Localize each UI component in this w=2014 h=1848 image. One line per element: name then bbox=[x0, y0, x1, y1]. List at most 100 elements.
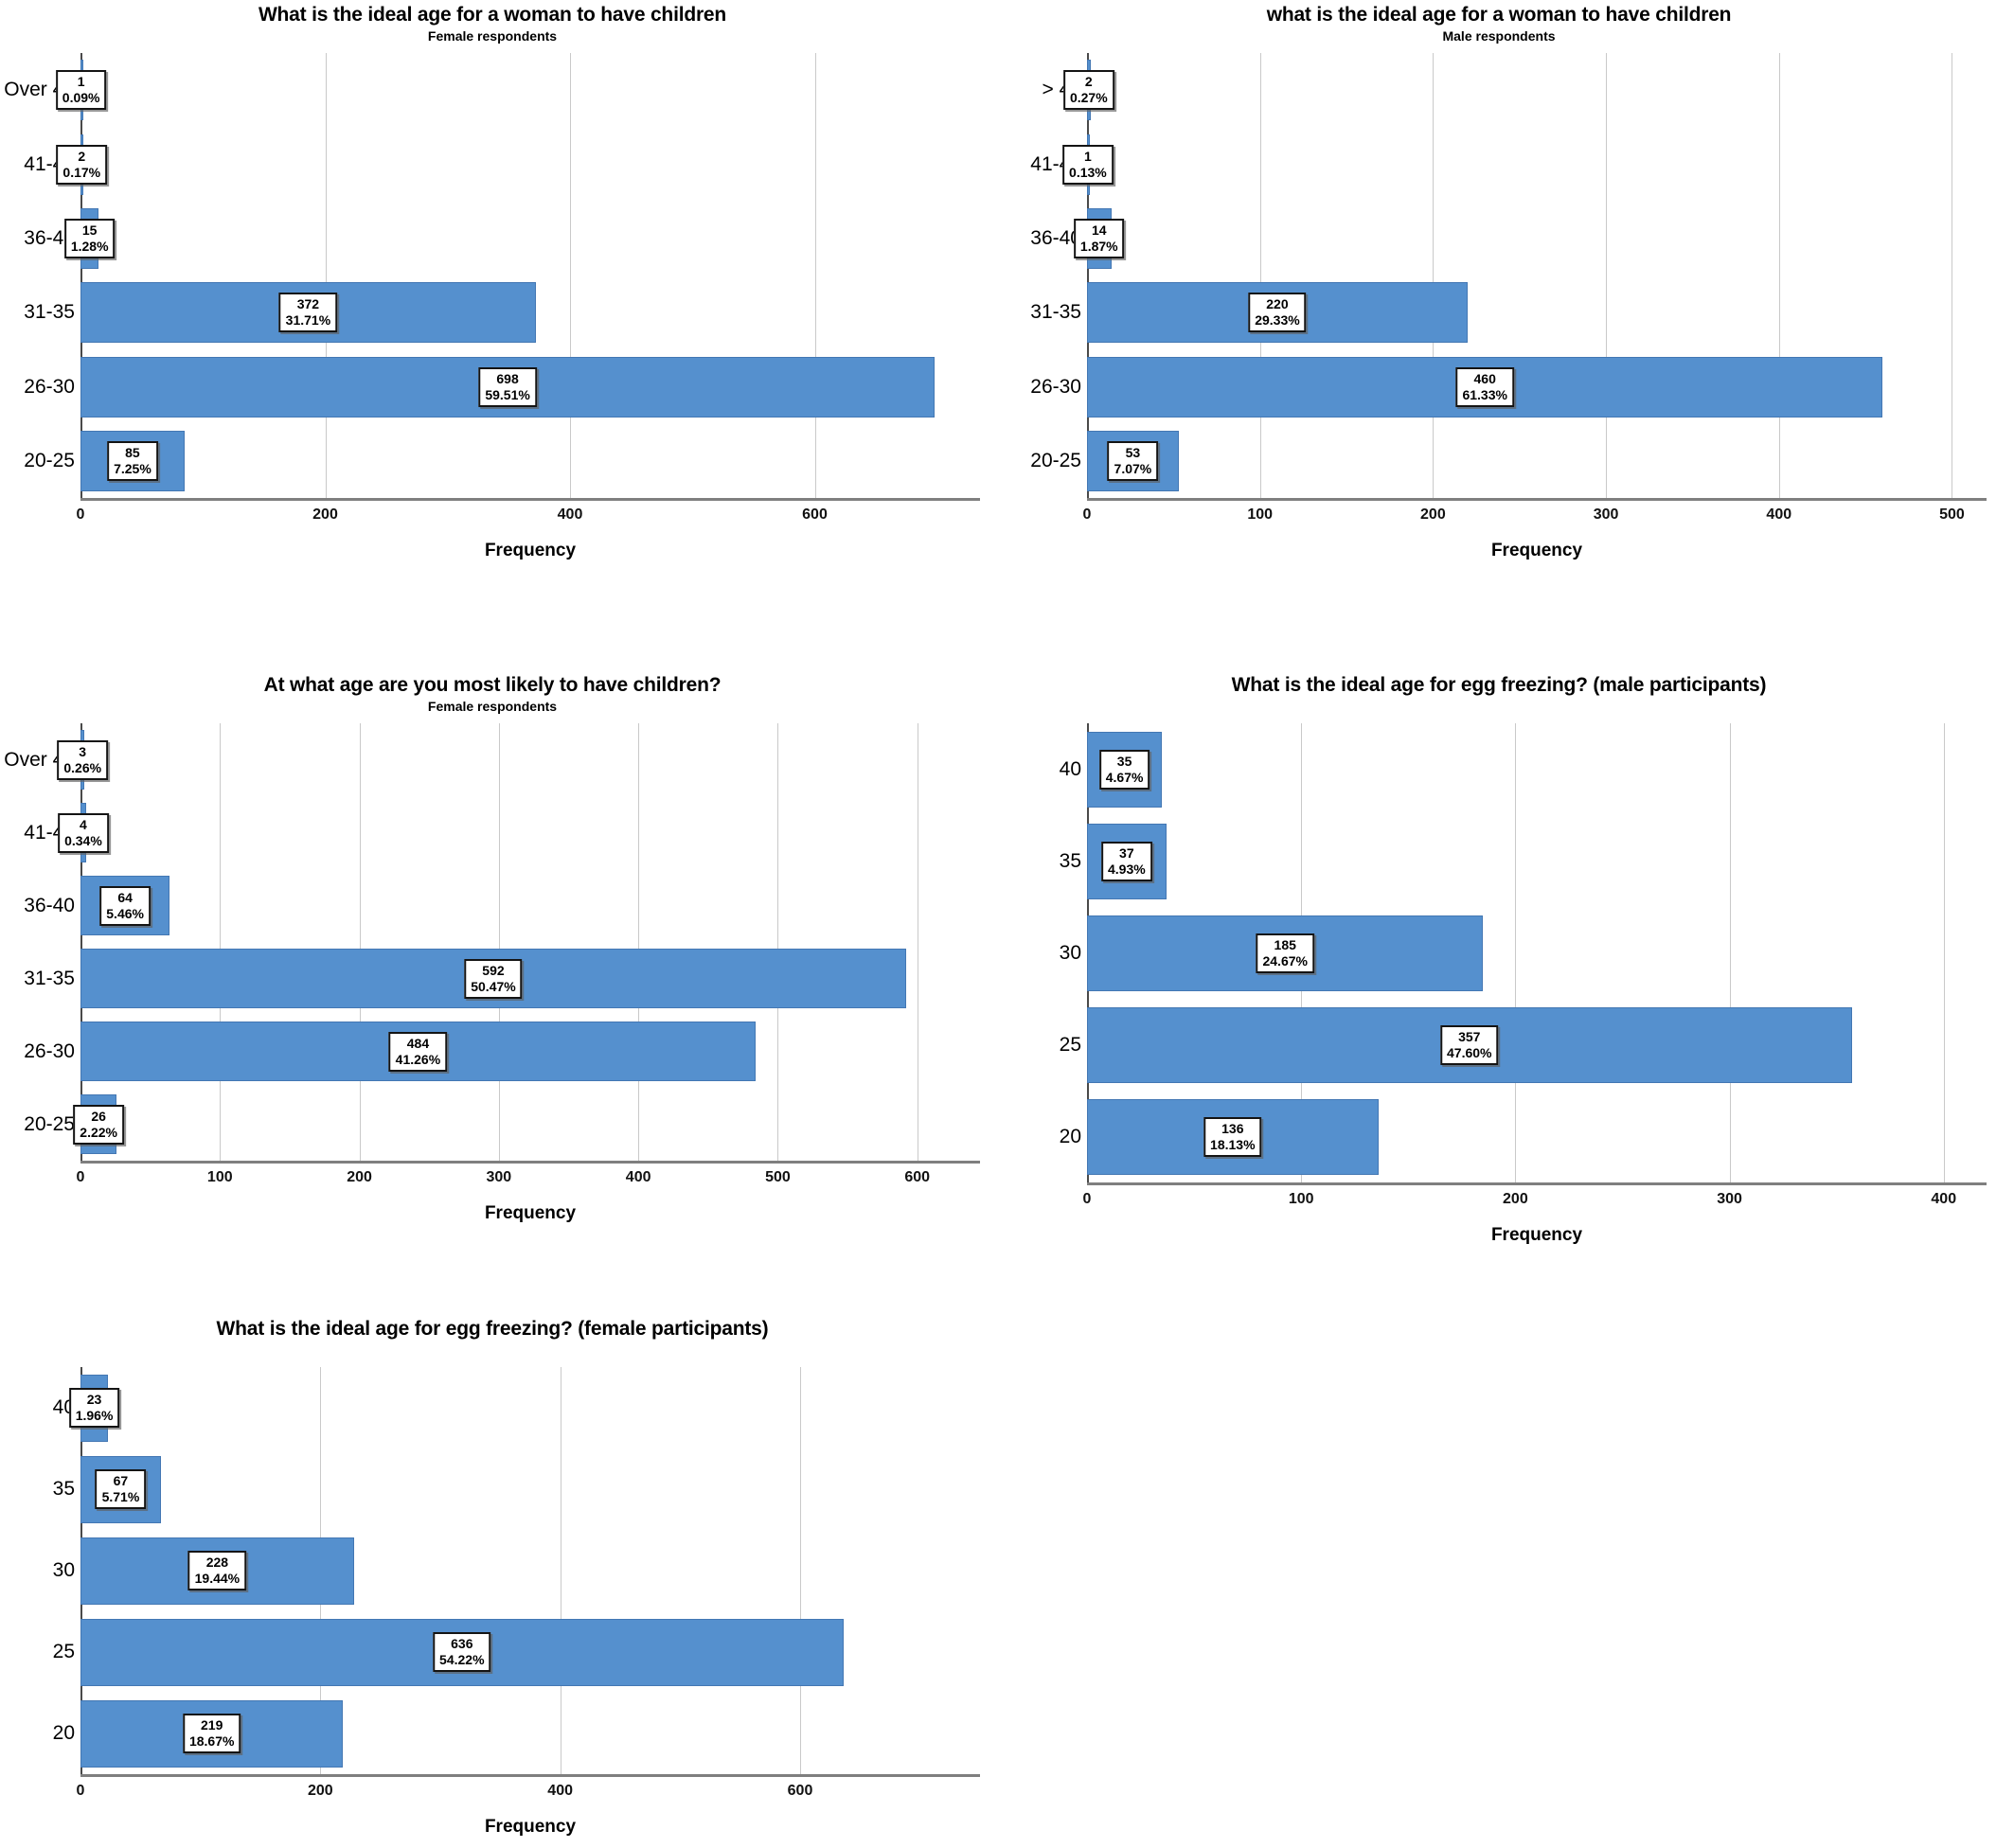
value-count: 484 bbox=[406, 1035, 430, 1051]
category-label: 30 bbox=[52, 1559, 75, 1581]
x-tick-label: 600 bbox=[904, 1169, 931, 1185]
category-label: 30 bbox=[1059, 941, 1081, 964]
category-label: 25 bbox=[1059, 1033, 1081, 1056]
value-percent: 31.71% bbox=[285, 312, 331, 329]
category-label: 26-30 bbox=[24, 1040, 75, 1062]
gridline bbox=[570, 53, 571, 498]
x-tick-label: 100 bbox=[206, 1169, 233, 1185]
category-label: 20-25 bbox=[24, 1112, 75, 1135]
value-label-box: 3 0.26% bbox=[57, 739, 109, 780]
x-tick-label: 0 bbox=[1082, 506, 1092, 523]
value-label-box: 698 59.51% bbox=[478, 366, 537, 407]
value-label-box: 1 0.09% bbox=[55, 70, 107, 111]
value-count: 67 bbox=[113, 1473, 129, 1488]
chart-egg-freezing-female: What is the ideal age for egg freezing? … bbox=[0, 1318, 985, 1838]
value-count: 2 bbox=[78, 148, 86, 164]
y-axis-line bbox=[80, 53, 82, 498]
value-label-box: 228 19.44% bbox=[187, 1551, 247, 1590]
value-count: 698 bbox=[496, 370, 519, 386]
chart-title: What is the ideal age for a woman to hav… bbox=[258, 4, 727, 26]
value-label-box: 35 4.67% bbox=[1098, 749, 1150, 790]
value-percent: 1.87% bbox=[1079, 238, 1118, 254]
value-count: 3 bbox=[79, 743, 87, 759]
x-tick-label: 400 bbox=[547, 1783, 574, 1799]
value-percent: 18.67% bbox=[188, 1733, 235, 1749]
value-count: 220 bbox=[1266, 296, 1289, 312]
x-axis-ticks: 0 200 400 600 bbox=[77, 1777, 980, 1804]
chart-subtitle bbox=[0, 1341, 985, 1359]
chart-cell-egg-freezing-female: What is the ideal age for egg freezing? … bbox=[0, 1306, 1007, 1848]
value-label-box: 460 61.33% bbox=[1455, 366, 1514, 407]
chart-ideal-age-male: what is the ideal age for a woman to hav… bbox=[1007, 4, 1991, 561]
gridline bbox=[498, 723, 500, 1161]
chart-cell-female-ideal-age: What is the ideal age for a woman to hav… bbox=[0, 0, 1007, 653]
value-count: 1 bbox=[77, 74, 85, 90]
value-label-box: 372 31.71% bbox=[278, 293, 338, 333]
category-label: 26-30 bbox=[24, 375, 75, 398]
plot-area: > 45 2 0.27% 41-45 1 0.13% 36-40 14 1.87% 31-35 22… bbox=[1030, 53, 1987, 501]
value-percent: 5.46% bbox=[106, 905, 144, 921]
category-label: Over 45 bbox=[4, 748, 75, 771]
x-axis-label: Frequency bbox=[1490, 541, 1583, 560]
value-label-box: 26 2.22% bbox=[73, 1104, 124, 1145]
x-tick-label: 200 bbox=[347, 1169, 372, 1185]
gridline bbox=[800, 1367, 801, 1774]
chart-title: What is the ideal age for egg freezing? … bbox=[1231, 674, 1767, 696]
value-percent: 50.47% bbox=[471, 978, 516, 994]
value-percent: 0.27% bbox=[1069, 90, 1108, 106]
x-tick-label: 200 bbox=[312, 506, 338, 523]
x-axis-ticks: 0 200 400 600 bbox=[76, 501, 980, 527]
value-label-box: 357 47.60% bbox=[1440, 1024, 1499, 1065]
chart-title: what is the ideal age for a woman to hav… bbox=[1266, 4, 1732, 26]
empty-cell bbox=[1007, 1306, 2014, 1848]
value-percent: 59.51% bbox=[485, 386, 530, 402]
x-tick-label: 600 bbox=[802, 506, 828, 523]
value-percent: 1.28% bbox=[70, 238, 109, 254]
chart-title: At what age are you most likely to have … bbox=[263, 674, 722, 696]
value-percent: 4.93% bbox=[1107, 861, 1146, 877]
value-percent: 24.67% bbox=[1262, 952, 1308, 968]
value-percent: 0.17% bbox=[62, 164, 101, 180]
chart-subtitle: Female respondents bbox=[427, 699, 558, 714]
x-tick-label: 500 bbox=[765, 1169, 791, 1185]
y-axis-line bbox=[1087, 53, 1089, 498]
gridline bbox=[638, 723, 640, 1161]
value-count: 185 bbox=[1274, 936, 1296, 952]
x-axis-ticks: 0 100 200 300 400 500 bbox=[1083, 501, 1987, 527]
gridline bbox=[814, 53, 816, 498]
category-label: 35 bbox=[1059, 849, 1081, 872]
value-label-box: 4 0.34% bbox=[58, 812, 109, 853]
value-count: 460 bbox=[1473, 370, 1496, 386]
value-count: 592 bbox=[482, 962, 505, 978]
value-percent: 18.13% bbox=[1210, 1136, 1256, 1152]
value-count: 85 bbox=[125, 444, 140, 460]
chart-ideal-age-female: What is the ideal age for a woman to hav… bbox=[0, 4, 985, 561]
value-count: 15 bbox=[81, 222, 98, 238]
value-count: 1 bbox=[1084, 148, 1092, 164]
x-axis-label: Frequency bbox=[484, 541, 577, 560]
x-tick-label: 300 bbox=[486, 1169, 512, 1185]
value-count: 26 bbox=[91, 1108, 106, 1124]
value-label-box: 2 0.17% bbox=[56, 144, 108, 185]
x-tick-label: 200 bbox=[1503, 1191, 1528, 1207]
value-count: 35 bbox=[1116, 753, 1132, 769]
value-percent: 1.96% bbox=[75, 1408, 114, 1423]
gridline bbox=[777, 723, 779, 1161]
chart-subtitle: Female respondents bbox=[427, 28, 558, 44]
x-tick-label: 200 bbox=[1420, 506, 1446, 523]
value-percent: 7.25% bbox=[114, 460, 151, 476]
plot-area: Over 45 1 0.09% 41-45 2 0.17% 36-40 15 1.28% 31-3… bbox=[4, 53, 980, 501]
x-axis-label: Frequency bbox=[1490, 1225, 1583, 1245]
category-label: 35 bbox=[52, 1478, 75, 1500]
value-percent: 2.22% bbox=[80, 1124, 117, 1140]
x-tick-label: 0 bbox=[76, 506, 85, 523]
value-count: 23 bbox=[86, 1392, 102, 1407]
value-label-box: 592 50.47% bbox=[464, 958, 523, 999]
value-count: 53 bbox=[1125, 444, 1141, 460]
gridline bbox=[1433, 53, 1435, 498]
value-percent: 0.13% bbox=[1069, 164, 1107, 180]
value-label-box: 220 29.33% bbox=[1248, 293, 1307, 333]
value-percent: 4.67% bbox=[1105, 769, 1144, 785]
value-label-box: 185 24.67% bbox=[1256, 933, 1314, 973]
y-axis-line bbox=[80, 723, 82, 1161]
